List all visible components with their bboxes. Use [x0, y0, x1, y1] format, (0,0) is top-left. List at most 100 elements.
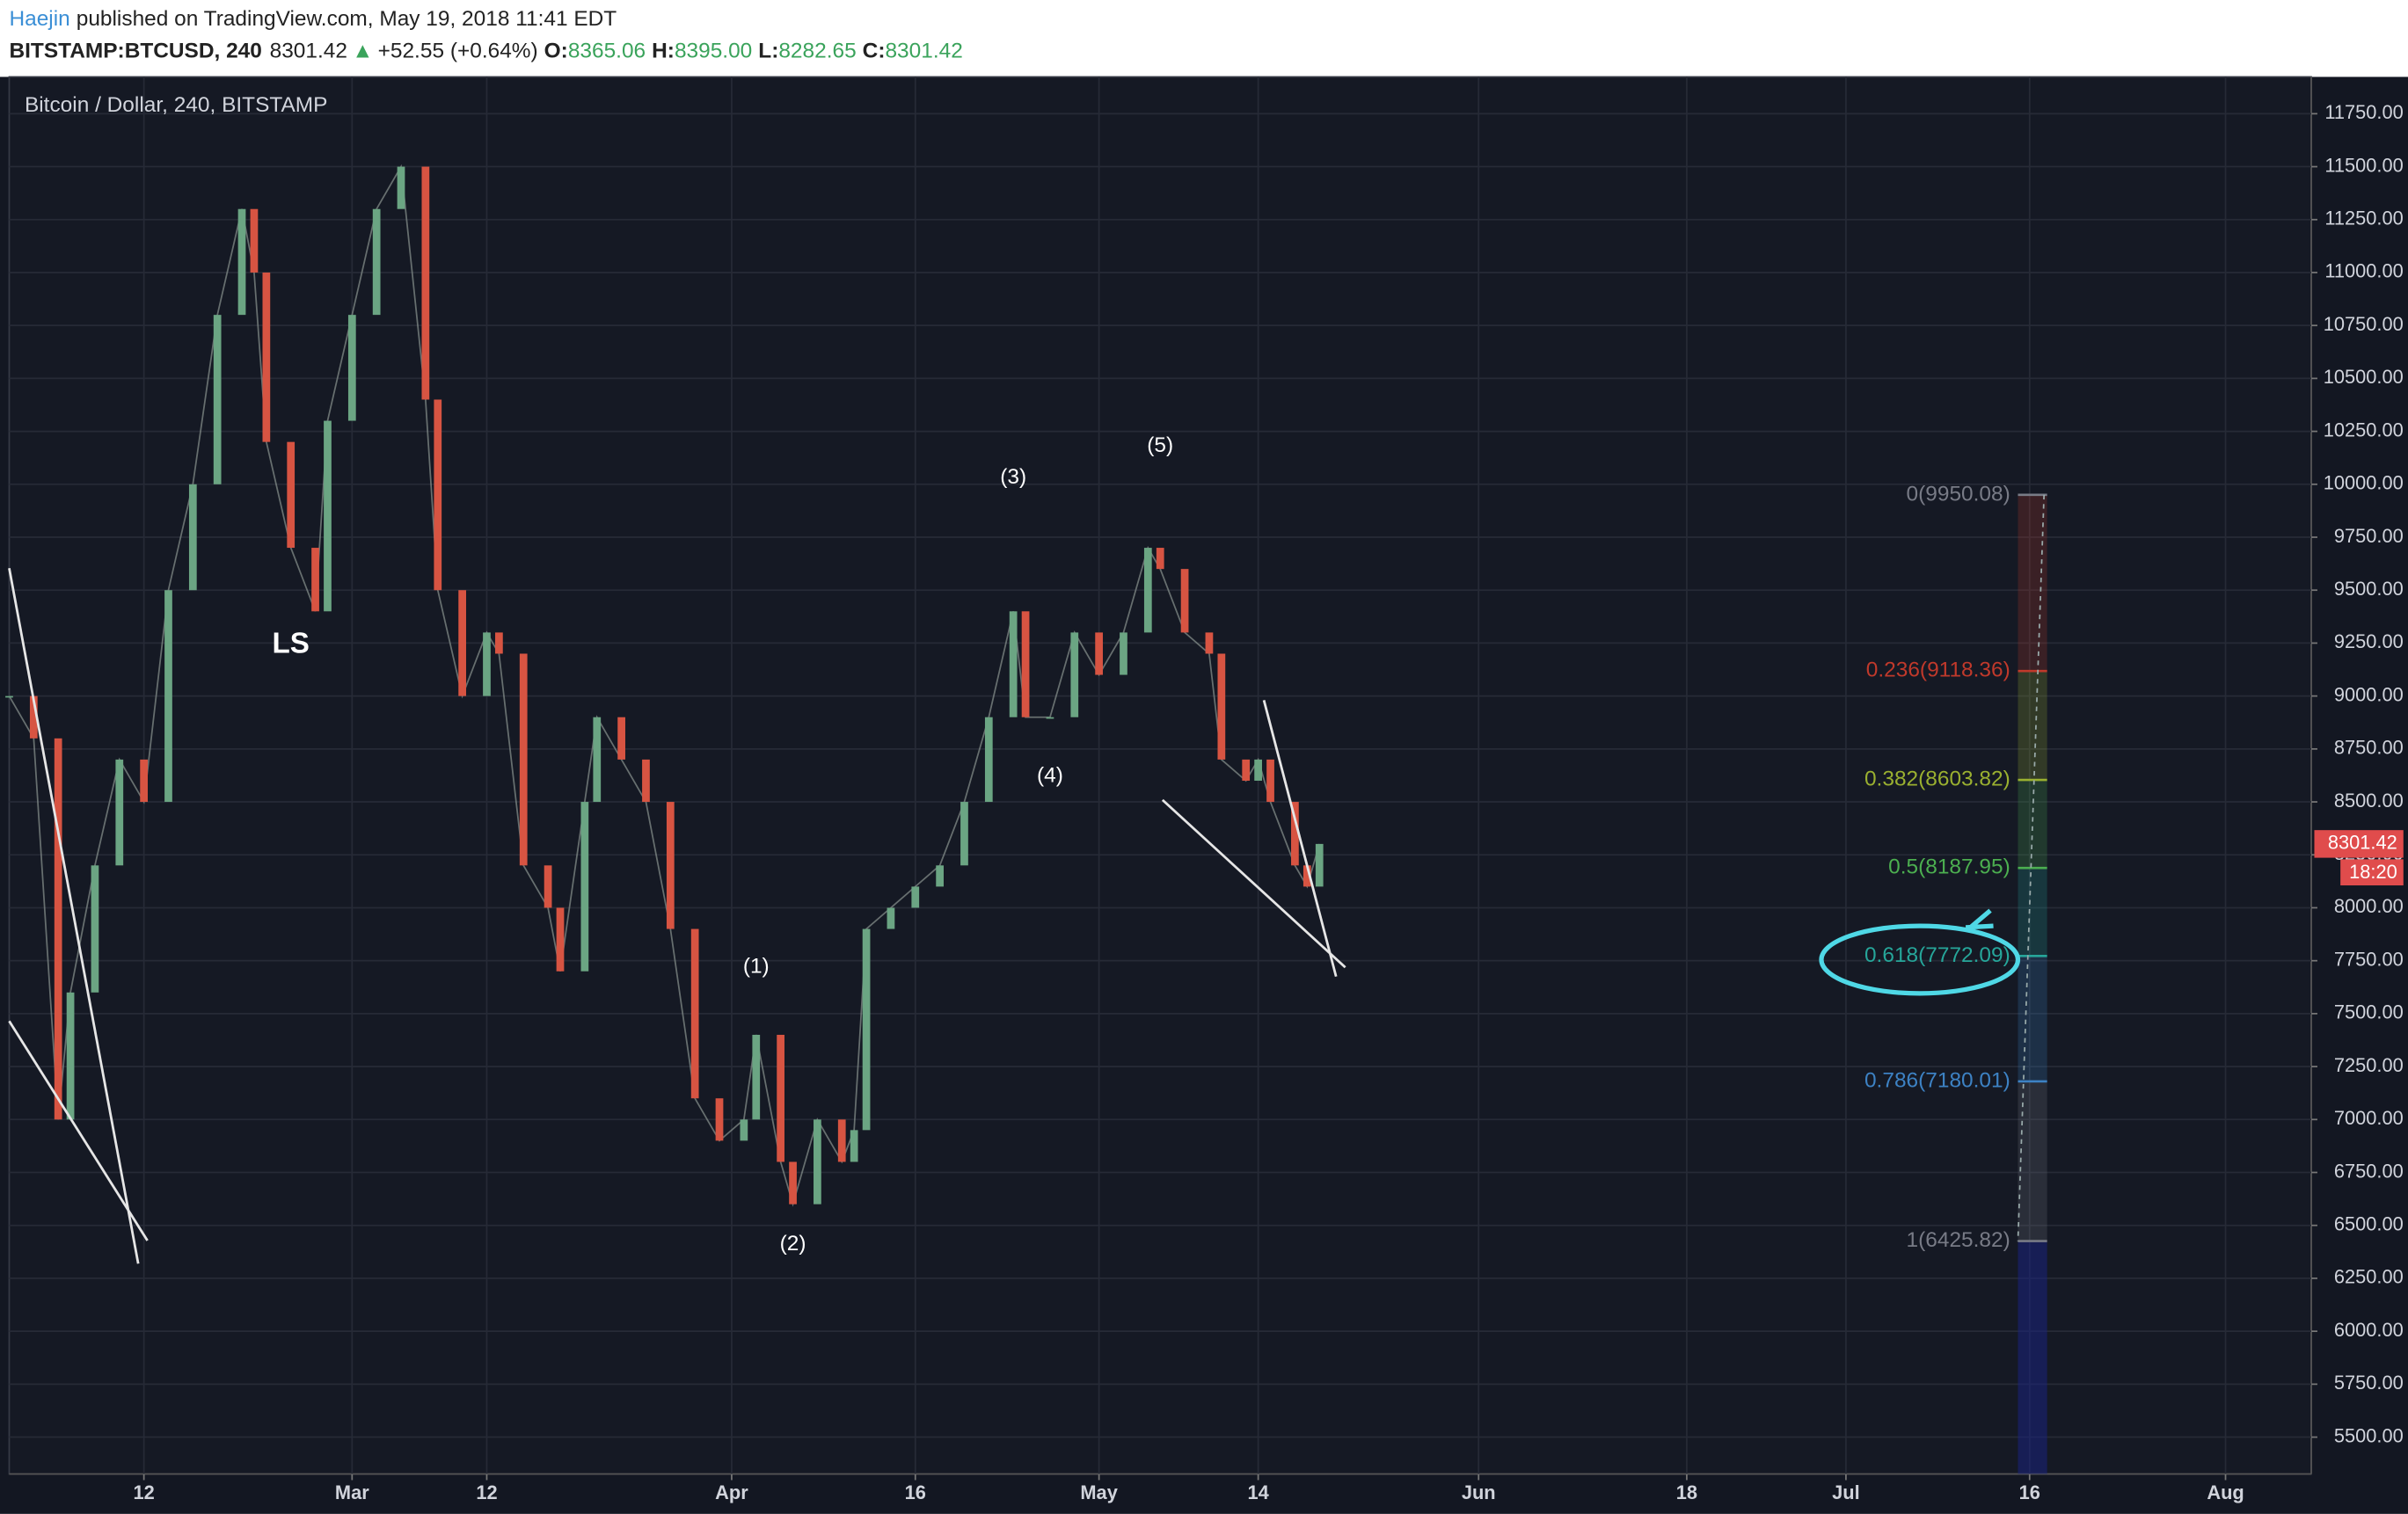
fib-label: 0.5(8187.95)	[1888, 855, 2010, 879]
candle	[1046, 717, 1054, 719]
annotation: (2)	[780, 1232, 806, 1256]
candle	[850, 1130, 858, 1162]
candle	[911, 886, 920, 908]
y-tick-label: 9250.00	[2334, 630, 2404, 652]
candle	[580, 802, 589, 972]
h-label: H:	[652, 40, 675, 63]
y-tick-label: 10250.00	[2324, 419, 2404, 440]
x-tick-label: Apr	[715, 1481, 748, 1503]
candle	[66, 992, 75, 1120]
candle	[544, 865, 552, 908]
author[interactable]: Haejin	[9, 7, 69, 31]
y-tick-label: 8000.00	[2334, 895, 2404, 917]
candle	[213, 315, 222, 484]
candle	[936, 865, 944, 887]
trendline	[8, 567, 140, 1264]
trendlines	[8, 567, 1346, 1264]
candle	[1120, 632, 1127, 675]
x-tick-label: 12	[476, 1481, 497, 1503]
y-tick-label: 8750.00	[2334, 737, 2404, 759]
candle	[5, 695, 13, 698]
last: 8301.42	[270, 40, 347, 63]
candle	[593, 717, 602, 803]
y-tick-label: 9000.00	[2334, 683, 2404, 705]
fib-zone	[2018, 671, 2047, 781]
o-label: O:	[544, 40, 568, 63]
x-tick-label: Mar	[335, 1481, 369, 1503]
candle	[617, 717, 625, 760]
candle	[91, 865, 99, 993]
candle	[1205, 632, 1214, 654]
candle	[1070, 632, 1079, 717]
candle	[1266, 759, 1274, 803]
candle	[1303, 865, 1311, 887]
fib-label: 1(6425.82)	[1907, 1228, 2010, 1252]
x-tick-label: 14	[1247, 1481, 1269, 1503]
annotation: LS	[273, 628, 310, 660]
candle	[1021, 611, 1030, 717]
candle	[250, 208, 259, 273]
arrow: ▲	[352, 40, 373, 63]
candle	[666, 802, 675, 929]
candle	[814, 1119, 821, 1205]
low: 8282.65	[778, 40, 856, 63]
y-tick-label: 10000.00	[2324, 472, 2404, 494]
candle	[752, 1034, 761, 1120]
published: published on TradingView.com, May 19, 20…	[77, 7, 617, 31]
fib-label: 0.786(7180.01)	[1864, 1068, 2010, 1092]
axes: 5500.00 5750.00 6000.00 6250.00 6500.00 6750.…	[133, 101, 2404, 1503]
candle	[1095, 632, 1103, 675]
candle	[434, 399, 442, 591]
x-tick-label: 16	[905, 1481, 926, 1503]
candle	[1009, 611, 1018, 717]
candle	[1217, 653, 1226, 760]
y-tick-label: 11500.00	[2324, 154, 2403, 176]
y-tick-label: 7000.00	[2334, 1107, 2404, 1129]
y-tick-label: 7750.00	[2334, 948, 2404, 970]
close: 8301.42	[885, 40, 962, 63]
y-tick-label: 9750.00	[2334, 525, 2404, 547]
annotation: (5)	[1147, 433, 1173, 457]
fib-retracement: 0(9950.08) 0.236(9118.36) 0.382(8603.82) 0.…	[1864, 482, 2047, 1252]
countdown-label: 18:20	[2349, 861, 2397, 883]
fib-label: 0.236(9118.36)	[1866, 659, 2010, 682]
annotation: (1)	[743, 954, 770, 978]
plot-area	[8, 76, 2312, 1475]
y-tick-label: 9500.00	[2334, 578, 2404, 600]
open: 8365.06	[568, 40, 646, 63]
candle	[262, 272, 271, 442]
y-tick-label: 6500.00	[2334, 1212, 2404, 1234]
candle	[115, 759, 124, 866]
candle	[140, 759, 148, 803]
countdown-tag	[2340, 859, 2404, 886]
candle	[372, 208, 381, 316]
l-label: L:	[758, 40, 778, 63]
candle	[690, 928, 699, 1099]
candle	[287, 441, 296, 549]
annotation: (4)	[1037, 764, 1063, 788]
candle	[837, 1119, 846, 1162]
candle	[237, 208, 246, 316]
last-price-label: 8301.42	[2328, 832, 2397, 854]
chart-title: Bitcoin / Dollar, 240, BITSTAMP	[25, 93, 328, 117]
candle	[29, 695, 38, 739]
y-tick-label: 11250.00	[2324, 207, 2403, 229]
candle	[54, 738, 62, 1120]
trendline	[1262, 700, 1338, 978]
y-tick-label: 5500.00	[2334, 1424, 2404, 1446]
c-label: C:	[863, 40, 886, 63]
candle	[1315, 843, 1324, 887]
y-tick-label: 11750.00	[2324, 101, 2403, 123]
candle	[960, 802, 968, 866]
candle	[984, 717, 993, 803]
x-tick-label: 18	[1676, 1481, 1697, 1503]
candle	[1242, 759, 1251, 781]
candle	[458, 590, 466, 696]
header-bg	[0, 0, 2408, 77]
plot: (1) (2) (3) (4) (5) LS	[5, 164, 1324, 1256]
fib-label: 0.618(7772.09)	[1864, 943, 2010, 967]
candle	[347, 315, 356, 421]
annotation: (3)	[1000, 465, 1026, 489]
candle	[324, 420, 332, 612]
